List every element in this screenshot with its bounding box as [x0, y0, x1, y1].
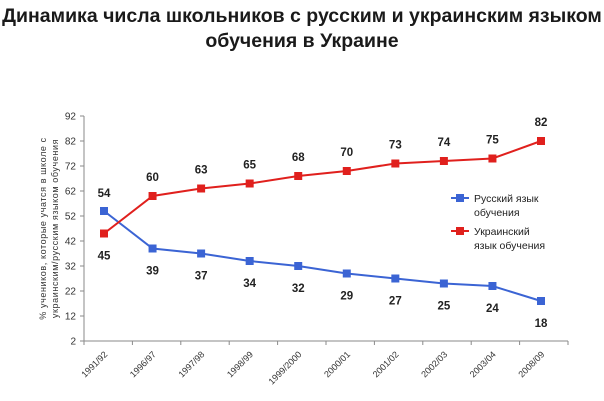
y-tick-label: 92 — [65, 112, 77, 123]
data-label: 34 — [243, 278, 256, 290]
data-label: 65 — [243, 160, 256, 172]
data-point-0 — [294, 262, 303, 270]
data-point-1 — [245, 179, 254, 188]
y-tick-label: 72 — [65, 162, 77, 173]
data-label: 39 — [146, 266, 159, 278]
x-tick-label: 1991/92 — [79, 349, 109, 379]
y-tick-label: 12 — [65, 312, 77, 323]
y-axis-label-line: % учеников, которые учатся в школе с — [38, 137, 48, 319]
data-point-0 — [245, 257, 254, 265]
x-tick-label: 2001/02 — [371, 349, 401, 379]
data-label: 25 — [437, 301, 450, 313]
data-label: 68 — [292, 152, 305, 164]
data-label: 37 — [195, 271, 208, 283]
y-tick-label: 62 — [65, 187, 77, 198]
data-label: 18 — [535, 318, 548, 330]
data-point-1 — [197, 184, 206, 193]
data-label: 70 — [340, 147, 353, 159]
data-point-0 — [197, 249, 206, 258]
data-point-1 — [391, 159, 400, 168]
data-point-0 — [148, 244, 157, 253]
data-point-1 — [342, 167, 351, 175]
y-axis-label-line: украинским/русским языком обучения — [50, 139, 60, 318]
data-point-1 — [294, 172, 303, 180]
legend: Русский язык обучения Украинский язык обуче… — [451, 193, 545, 252]
data-point-0 — [488, 282, 497, 290]
x-tick-label: 2000/01 — [322, 349, 352, 379]
y-tick-label: 52 — [65, 212, 77, 223]
data-label: 24 — [486, 303, 499, 315]
y-axis-label-group: % учеников, которые учатся в школе с укра… — [38, 137, 60, 319]
data-label: 82 — [535, 117, 548, 129]
y-tick-label: 2 — [70, 337, 76, 348]
legend-label-line: Русский язык — [474, 193, 539, 205]
data-label: 63 — [195, 165, 208, 177]
x-tick-label: 1998/99 — [225, 349, 255, 379]
x-tick-label: 2002/03 — [419, 349, 449, 379]
data-label: 75 — [486, 135, 499, 147]
data-point-1 — [488, 154, 497, 163]
series-lines — [103, 140, 542, 302]
legend-label-line: обучения — [474, 207, 520, 219]
y-tick-label: 82 — [65, 137, 77, 148]
y-tick-label: 42 — [65, 237, 77, 248]
data-point-0 — [100, 207, 108, 215]
data-label: 73 — [389, 140, 402, 152]
data-label: 45 — [98, 251, 111, 263]
data-point-1 — [537, 137, 545, 145]
data-point-0 — [391, 274, 400, 283]
legend-label-line: язык обучения — [474, 240, 545, 252]
data-point-1 — [439, 157, 448, 165]
data-label: 60 — [146, 172, 159, 184]
data-label: 74 — [437, 137, 450, 149]
y-axis-ticks: 2 12 22 32 42 52 62 72 82 92 — [65, 112, 84, 348]
x-tick-label: 1996/97 — [128, 349, 158, 379]
legend-marker-1 — [456, 227, 464, 235]
x-tick-label: 2003/04 — [468, 349, 498, 379]
legend-label-1: Украинский язык обучения — [474, 226, 545, 252]
data-point-0 — [537, 297, 545, 305]
data-labels: 54 39 37 34 32 29 27 25 24 18 45 60 63 65 68 70 73 74 75 82 — [98, 117, 548, 330]
data-point-1 — [148, 192, 157, 200]
chart-title: Динамика числа школьников с русским и ук… — [2, 5, 602, 52]
legend-label-line: Украинский — [474, 226, 530, 238]
x-tick-label: 1997/98 — [176, 349, 206, 379]
series-line-1 — [103, 140, 542, 235]
series-line-0 — [103, 210, 542, 302]
x-tick-label: 1999/2000 — [266, 349, 303, 386]
data-point-0 — [439, 279, 448, 288]
x-tick-label: 2008/09 — [516, 349, 546, 379]
y-tick-label: 22 — [65, 287, 77, 298]
legend-label-0: Русский язык обучения — [474, 193, 539, 219]
data-label: 27 — [389, 296, 402, 308]
data-label: 32 — [292, 283, 305, 295]
x-axis-ticks: 1991/92 1996/97 1997/98 1998/99 1999/2000 200… — [79, 341, 569, 386]
legend-marker-0 — [456, 194, 464, 202]
data-label: 29 — [340, 291, 353, 303]
y-axis-label: % учеников, которые учатся в школе с укра… — [38, 137, 60, 319]
data-label: 54 — [98, 188, 111, 200]
data-point-1 — [100, 229, 108, 238]
data-point-0 — [342, 269, 351, 278]
series-markers — [100, 137, 545, 305]
y-tick-label: 32 — [65, 262, 77, 273]
